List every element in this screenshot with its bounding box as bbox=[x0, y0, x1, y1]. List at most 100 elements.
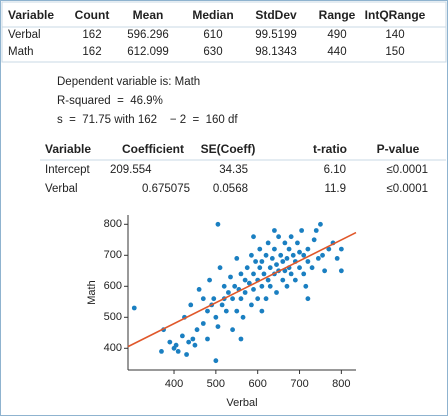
point bbox=[272, 246, 277, 252]
summary-cell: 98.1343 bbox=[255, 46, 297, 58]
point bbox=[265, 240, 271, 246]
fit-line bbox=[127, 231, 357, 348]
summary-cell: 440 bbox=[327, 46, 346, 58]
point bbox=[338, 268, 344, 274]
point bbox=[297, 249, 302, 255]
point bbox=[188, 302, 194, 308]
point bbox=[167, 339, 173, 345]
point bbox=[274, 262, 279, 267]
summary-header: StdDev bbox=[255, 8, 297, 22]
x-tick-label: 800 bbox=[332, 378, 350, 390]
point bbox=[179, 333, 185, 339]
point bbox=[261, 271, 267, 277]
x-axis-label: Verbal bbox=[226, 397, 257, 409]
point bbox=[265, 277, 271, 283]
summary-header: Count bbox=[75, 8, 110, 22]
point bbox=[230, 327, 235, 333]
point bbox=[320, 252, 325, 258]
point bbox=[173, 342, 179, 348]
point bbox=[215, 324, 221, 329]
coef-cell: 0.675075 bbox=[142, 183, 190, 195]
x-tick-label: 400 bbox=[165, 378, 183, 390]
point bbox=[322, 268, 328, 274]
point bbox=[251, 234, 256, 240]
point bbox=[200, 321, 206, 326]
y-tick-label: 500 bbox=[104, 311, 122, 323]
point bbox=[313, 228, 319, 233]
summary-cell: 99.5199 bbox=[255, 29, 297, 41]
point bbox=[184, 352, 189, 357]
point bbox=[292, 277, 298, 283]
point bbox=[175, 349, 181, 354]
point bbox=[217, 265, 223, 271]
summary-cell: 596.296 bbox=[127, 29, 169, 41]
point bbox=[251, 271, 256, 277]
summary-cell: 140 bbox=[385, 29, 404, 41]
point bbox=[286, 246, 292, 252]
x-tick-label: 700 bbox=[290, 378, 308, 390]
summary-cell: Math bbox=[8, 46, 34, 58]
point bbox=[186, 339, 192, 345]
point bbox=[305, 259, 311, 264]
point bbox=[215, 221, 221, 227]
point bbox=[274, 290, 279, 295]
summary-cell: 612.099 bbox=[127, 46, 169, 58]
point bbox=[131, 305, 137, 311]
coef-cell: Intercept bbox=[45, 164, 91, 176]
point bbox=[269, 256, 275, 261]
y-tick-label: 600 bbox=[104, 280, 122, 292]
point bbox=[226, 290, 231, 295]
point bbox=[338, 246, 344, 252]
point bbox=[259, 308, 265, 314]
point bbox=[213, 314, 219, 320]
coef-header: P-value bbox=[377, 142, 420, 156]
point bbox=[251, 287, 256, 292]
point bbox=[311, 237, 317, 243]
point bbox=[213, 358, 219, 364]
summary-header: Variable bbox=[8, 8, 54, 22]
x-tick-label: 600 bbox=[249, 378, 267, 390]
point bbox=[326, 246, 332, 252]
point bbox=[282, 240, 288, 246]
point bbox=[259, 283, 265, 289]
point bbox=[219, 302, 225, 308]
summary-header: Median bbox=[192, 8, 233, 22]
point bbox=[315, 256, 321, 261]
point bbox=[234, 256, 240, 261]
y-tick-label: 400 bbox=[104, 342, 122, 354]
point bbox=[159, 349, 164, 354]
coef-cell: ≤0.0001 bbox=[387, 164, 429, 176]
point bbox=[263, 296, 269, 302]
point bbox=[207, 277, 212, 283]
point bbox=[238, 336, 244, 342]
point bbox=[242, 277, 248, 283]
summary-cell: 150 bbox=[385, 46, 404, 58]
point bbox=[230, 296, 235, 302]
point bbox=[309, 265, 315, 271]
point bbox=[301, 252, 307, 258]
regression-line: Dependent variable is: Math bbox=[57, 76, 200, 88]
point bbox=[280, 259, 286, 264]
regression-line: s = 71.75 with 162 − 2 = 160 df bbox=[57, 114, 238, 126]
point bbox=[192, 342, 198, 348]
point bbox=[259, 259, 265, 264]
point bbox=[267, 265, 273, 271]
coef-header: SE(Coeff) bbox=[201, 142, 256, 156]
point bbox=[301, 271, 307, 277]
point bbox=[249, 302, 254, 308]
summary-header: Range bbox=[319, 8, 356, 22]
point bbox=[228, 274, 233, 280]
point bbox=[334, 256, 340, 261]
point bbox=[288, 234, 294, 240]
point bbox=[240, 314, 246, 320]
point bbox=[196, 287, 202, 292]
point bbox=[223, 308, 229, 314]
coef-cell: 209.554 bbox=[110, 164, 152, 176]
point bbox=[305, 296, 311, 302]
y-tick-label: 800 bbox=[104, 218, 122, 230]
point bbox=[267, 283, 273, 289]
coef-cell: 34.35 bbox=[219, 164, 248, 176]
x-tick-label: 500 bbox=[207, 378, 225, 390]
summary-cell: 630 bbox=[203, 46, 222, 58]
